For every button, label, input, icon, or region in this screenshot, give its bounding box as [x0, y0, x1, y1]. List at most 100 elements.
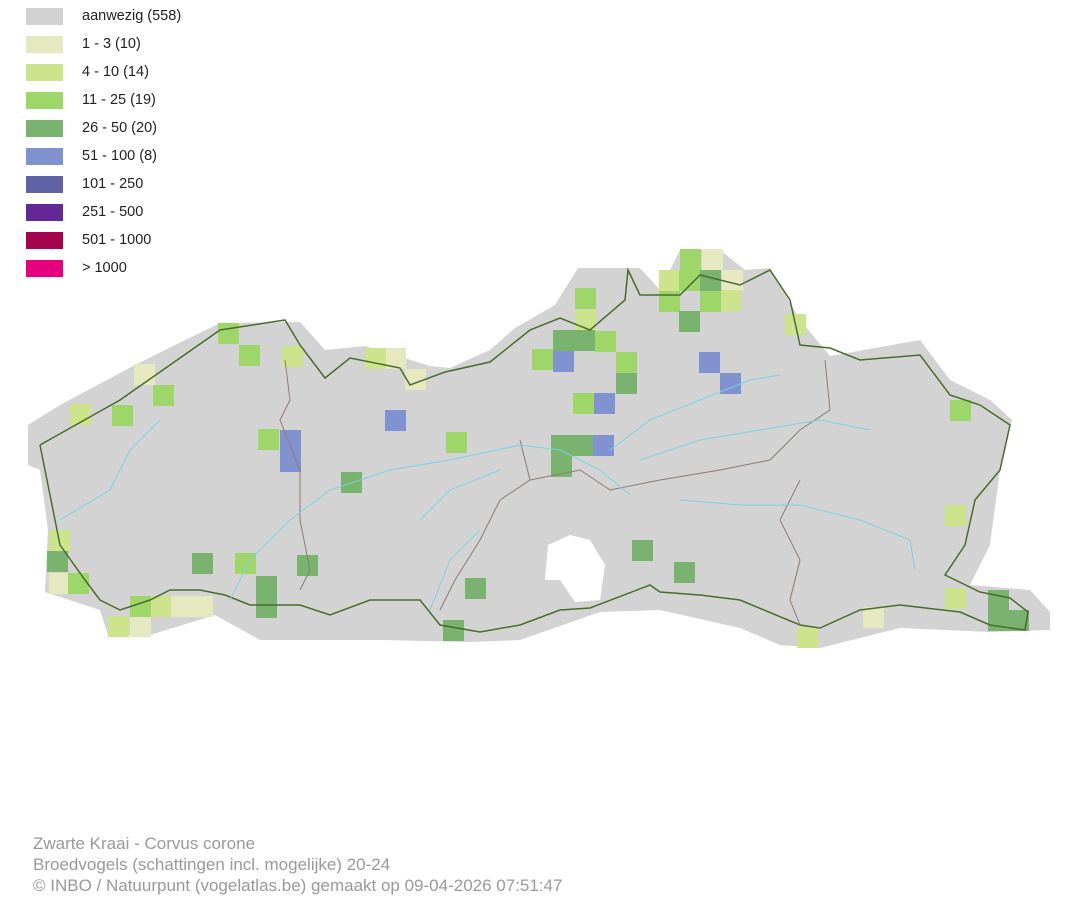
legend-label: aanwezig (558) [82, 8, 182, 24]
legend-item: 26 - 50 (20) [26, 114, 181, 142]
grid-cell [572, 435, 593, 456]
grid-cell [720, 290, 741, 311]
legend-label: 1 - 3 (10) [82, 36, 141, 52]
grid-cell [594, 393, 615, 414]
grid-cell [593, 435, 614, 456]
grid-cell [699, 352, 720, 373]
legend-swatch [26, 203, 63, 221]
grid-cell [945, 505, 966, 526]
grid-cell [532, 349, 553, 370]
grid-cell [282, 346, 303, 367]
legend-swatch [26, 35, 63, 53]
grid-cell [1008, 610, 1029, 631]
map-caption: Zwarte Kraai - Corvus corone Broedvogels… [33, 833, 562, 896]
grid-cell [679, 311, 700, 332]
grid-cell [632, 540, 653, 561]
grid-cell [863, 607, 884, 628]
legend-swatch [26, 175, 63, 193]
grid-cell [659, 291, 680, 312]
region-border [39, 267, 1029, 633]
grid-cell [49, 573, 70, 594]
legend: aanwezig (558) 1 - 3 (10) 4 - 10 (14) 11 - … [26, 2, 181, 282]
grid-cell [239, 345, 260, 366]
legend-swatch [26, 259, 63, 277]
dataset-subtitle: Broedvogels (schattingen incl. mogelijke… [33, 855, 391, 874]
legend-item: 4 - 10 (14) [26, 58, 181, 86]
grid-cell [700, 291, 721, 312]
grid-cell [235, 553, 256, 574]
grid-cell [130, 596, 151, 617]
legend-swatch [26, 119, 63, 137]
grid-cell [722, 270, 743, 291]
legend-label: 11 - 25 (19) [82, 92, 156, 108]
legend-label: 51 - 100 (8) [82, 148, 157, 164]
grid-cell [130, 616, 151, 637]
legend-swatch [26, 91, 63, 109]
grid-cell [446, 432, 467, 453]
grid-cell [674, 562, 695, 583]
river [59, 419, 161, 521]
grid-cell [574, 330, 595, 351]
grid-cell [659, 270, 680, 291]
grid-cell [595, 331, 616, 352]
grid-cell [679, 270, 700, 291]
grid-cell [553, 330, 574, 351]
grid-cell [551, 456, 572, 477]
grid-cell [112, 405, 133, 426]
grid-cell [280, 430, 301, 451]
grid-cell [256, 576, 277, 597]
legend-label: 251 - 500 [82, 204, 144, 220]
grid-cell [365, 348, 386, 369]
legend-label: 4 - 10 (14) [82, 64, 149, 80]
grid-cell [616, 373, 637, 394]
grid-cell [945, 588, 966, 609]
grid-cell [950, 400, 971, 421]
grid-cell [720, 373, 741, 394]
province-border [779, 479, 801, 626]
grid-cell [192, 596, 213, 617]
grid-cell [553, 351, 574, 372]
grid-cell [385, 348, 406, 369]
grid-cell [134, 364, 155, 385]
river [639, 419, 871, 461]
legend-item: aanwezig (558) [26, 2, 181, 30]
legend-label: > 1000 [82, 260, 127, 276]
grid-cell [256, 597, 277, 618]
legend-item: > 1000 [26, 254, 181, 282]
legend-item: 251 - 500 [26, 198, 181, 226]
grid-cell [797, 627, 818, 648]
river [679, 499, 916, 571]
legend-item: 101 - 250 [26, 170, 181, 198]
grid-cell [153, 385, 174, 406]
grid-cell [192, 553, 213, 574]
grid-cell [150, 596, 171, 617]
legend-swatch [26, 231, 63, 249]
river [419, 469, 501, 521]
grid-cell [700, 270, 721, 291]
grid-cell [68, 573, 89, 594]
grid-cell [551, 435, 572, 456]
grid-cell [465, 578, 486, 599]
grid-cell [616, 352, 637, 373]
province-border [279, 359, 311, 591]
legend-swatch [26, 63, 63, 81]
grid-cell [171, 596, 192, 617]
legend-swatch [26, 7, 63, 25]
river [429, 529, 481, 611]
province-border [529, 359, 831, 491]
grid-cell [702, 249, 723, 270]
legend-item: 51 - 100 (8) [26, 142, 181, 170]
grid-cell [297, 555, 318, 576]
grid-cell [573, 393, 594, 414]
flanders-region [28, 250, 1050, 648]
grid-cell [218, 323, 239, 344]
legend-label: 26 - 50 (20) [82, 120, 157, 136]
legend-item: 501 - 1000 [26, 226, 181, 254]
grid-cell [47, 551, 68, 572]
legend-item: 11 - 25 (19) [26, 86, 181, 114]
legend-label: 501 - 1000 [82, 232, 152, 248]
grid-cell [443, 620, 464, 641]
grid-cell [280, 451, 301, 472]
legend-swatch [26, 147, 63, 165]
